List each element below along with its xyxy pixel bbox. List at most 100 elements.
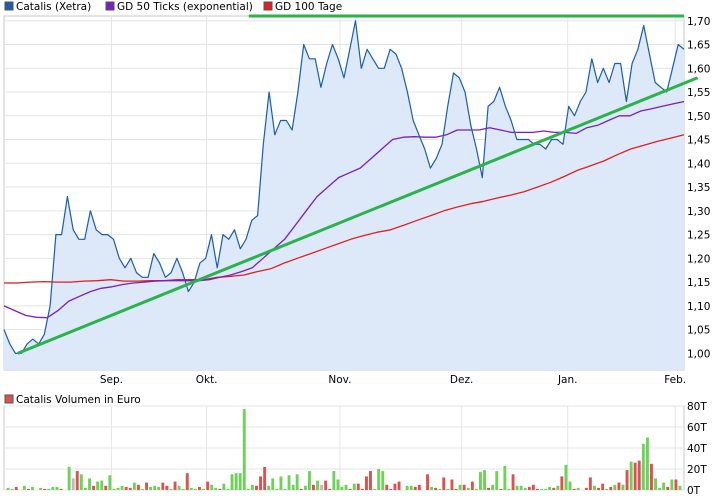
- gd50-line: [3, 100, 685, 319]
- price-area: [4, 20, 684, 371]
- price-y-tick-label: 1,25: [687, 230, 710, 242]
- volume-bar: [84, 487, 87, 490]
- volume-bar: [116, 487, 120, 490]
- volume-bar: [479, 472, 482, 490]
- volume-bar: [450, 479, 454, 490]
- x-tick-label: Feb.: [664, 374, 686, 386]
- price-y-tick-label: 1,00: [687, 348, 710, 360]
- volume-bar: [6, 487, 10, 490]
- volume-bar: [405, 485, 409, 490]
- volume-bar: [14, 486, 18, 490]
- volume-bar: [202, 488, 205, 490]
- volume-bar: [365, 476, 368, 491]
- x-tick-label: Dez.: [450, 374, 473, 386]
- price-y-tick-label: 1,30: [687, 206, 710, 218]
- volume-bar: [348, 488, 352, 490]
- volume-bar: [88, 478, 91, 490]
- volume-bar: [275, 488, 279, 490]
- price-y-axis: 1,00 1,05 1,10 1,15 1,20 1,25 1,30 1,35 1,40 1,45…: [687, 16, 710, 361]
- volume-bar: [295, 474, 299, 491]
- volume-bar: [165, 485, 169, 490]
- price-y-tick-label: 1,10: [687, 301, 710, 313]
- volume-bar: [226, 488, 230, 490]
- volume-legend: Catalis Volumen in Euro: [4, 394, 141, 406]
- legend-label-gd100: GD 100 Tage: [275, 1, 342, 13]
- volume-bar: [511, 474, 515, 491]
- volume-bar: [177, 485, 181, 490]
- volume-bar: [104, 485, 108, 490]
- volume-bar: [438, 488, 442, 490]
- volume-bar: [662, 482, 666, 490]
- legend-swatch-catalis: [4, 1, 14, 11]
- price-y-tick-label: 1,60: [687, 63, 710, 75]
- volume-bar: [426, 474, 429, 491]
- volume-bar: [291, 484, 295, 491]
- volume-bar: [385, 484, 389, 491]
- x-tick-label: Sep.: [100, 374, 123, 386]
- volume-bar: [503, 465, 507, 490]
- volume-bar: [153, 485, 157, 490]
- volume-bar: [263, 466, 267, 490]
- volume-bar: [59, 488, 63, 490]
- volume-bar: [198, 486, 201, 490]
- legend-label-volume: Catalis Volumen in Euro: [16, 394, 141, 406]
- volume-bar: [625, 470, 629, 490]
- legend-label-gd50: GD 50 Ticks (exponential): [117, 1, 253, 13]
- volume-bar: [536, 488, 539, 490]
- volume-bar: [169, 488, 173, 490]
- volume-bar: [39, 487, 43, 490]
- volume-bar: [483, 470, 486, 490]
- volume-bar: [556, 485, 560, 490]
- volume-bar: [173, 481, 177, 490]
- volume-bar: [462, 484, 466, 491]
- volume-bar: [356, 483, 360, 490]
- volume-bar: [466, 487, 470, 490]
- price-y-tick-label: 1,15: [687, 277, 710, 289]
- volume-bar: [458, 484, 462, 491]
- volume-bar: [267, 485, 271, 490]
- volume-bar: [519, 485, 523, 490]
- volume-bar: [283, 488, 287, 490]
- volume-bar: [71, 478, 75, 490]
- volume-bar: [324, 480, 328, 491]
- price-y-tick-label: 1,40: [687, 158, 710, 170]
- volume-bar: [185, 473, 189, 490]
- volume-bar: [654, 478, 657, 490]
- volume-bar: [259, 476, 262, 491]
- volume-bar: [446, 488, 450, 490]
- price-y-tick-label: 1,70: [687, 16, 710, 28]
- volume-bar: [564, 464, 568, 490]
- volume-y-tick-label: 40T: [687, 443, 707, 455]
- volume-bar: [552, 487, 556, 490]
- volume-bar: [279, 476, 283, 491]
- volume-bar: [246, 488, 250, 490]
- volume-bar: [108, 475, 112, 490]
- volume-bar: [124, 486, 128, 490]
- volume-bar: [499, 488, 503, 490]
- volume-bar: [161, 482, 165, 490]
- volume-bar: [234, 473, 238, 490]
- volume-bar: [605, 488, 609, 490]
- volume-bar: [434, 487, 438, 490]
- price-y-tick-label: 1,35: [687, 182, 710, 194]
- volume-y-tick-label: 0T: [687, 485, 701, 496]
- volume-bar: [548, 486, 552, 490]
- volume-bar: [112, 488, 116, 490]
- volume-bar: [210, 484, 214, 491]
- volume-grid: [4, 405, 684, 491]
- x-tick-label: Nov.: [328, 374, 351, 386]
- catalis-area-fill: [4, 20, 684, 371]
- volume-bar: [515, 485, 519, 490]
- price-y-tick-label: 1,50: [687, 111, 710, 123]
- volume-bar: [572, 488, 576, 490]
- volume-bar: [100, 480, 104, 491]
- volume-bar: [413, 486, 417, 490]
- volume-bar: [55, 486, 59, 490]
- price-y-tick-label: 1,20: [687, 253, 710, 265]
- volume-bar: [193, 488, 197, 490]
- volume-bar: [584, 487, 588, 490]
- volume-bar: [568, 481, 572, 490]
- volume-bar: [560, 476, 564, 491]
- volume-bar: [242, 409, 246, 490]
